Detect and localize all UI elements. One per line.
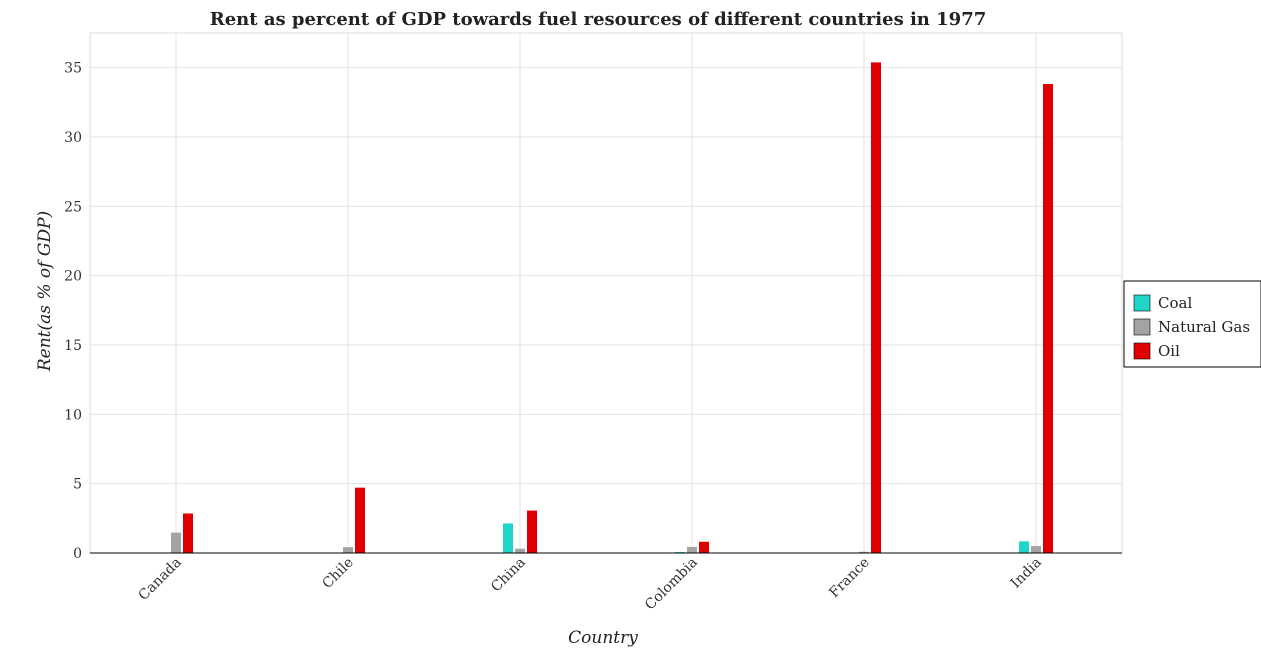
bar-oil-china xyxy=(527,510,537,553)
y-tick-label: 5 xyxy=(73,477,82,493)
x-tick-label: India xyxy=(1008,555,1045,592)
y-tick-label: 35 xyxy=(64,61,82,77)
bar-natural-gas-france xyxy=(859,551,869,553)
bar-oil-france xyxy=(871,62,881,553)
y-tick-label: 30 xyxy=(64,130,82,146)
bar-coal-india xyxy=(1019,541,1029,553)
plot-area xyxy=(89,32,1123,554)
y-tick-label: 25 xyxy=(64,199,82,215)
legend-swatch-oil xyxy=(1133,342,1151,360)
bar-oil-canada xyxy=(183,513,193,553)
y-tick-label: 15 xyxy=(64,338,82,354)
y-tick-label: 0 xyxy=(73,546,82,562)
y-axis-ticks: 0 5 10 15 20 25 30 35 xyxy=(64,61,82,562)
bar-natural-gas-colombia xyxy=(687,546,697,553)
y-tick-label: 10 xyxy=(64,407,82,423)
legend-label: Coal xyxy=(1158,294,1192,312)
legend-swatch-coal xyxy=(1133,294,1151,312)
x-tick-label: China xyxy=(488,555,529,596)
y-axis-title: Rent(as % of GDP) xyxy=(35,211,55,372)
bar-natural-gas-india xyxy=(1031,546,1041,553)
x-tick-label: Colombia xyxy=(642,555,701,614)
x-tick-label: Chile xyxy=(319,555,356,592)
bar-coal-china xyxy=(503,523,513,553)
bar-natural-gas-canada xyxy=(171,532,181,553)
bar-natural-gas-chile xyxy=(343,547,353,553)
bar-oil-chile xyxy=(355,487,365,553)
legend-label: Natural Gas xyxy=(1158,318,1250,336)
x-axis-title: Country xyxy=(568,628,638,648)
legend: Coal Natural Gas Oil xyxy=(1123,280,1261,368)
plot-frame xyxy=(89,32,1123,554)
legend-label: Oil xyxy=(1158,342,1180,360)
bar-natural-gas-china xyxy=(515,548,525,553)
bar-oil-colombia xyxy=(699,541,709,553)
bar-oil-india xyxy=(1043,84,1053,554)
y-tick-label: 20 xyxy=(64,269,82,285)
x-tick-label: France xyxy=(826,555,873,602)
legend-swatch-natural-gas xyxy=(1133,318,1151,336)
x-tick-label: Canada xyxy=(136,555,185,604)
x-axis-ticks: Canada Chile China Colombia France India xyxy=(136,555,1045,614)
chart-title: Rent as percent of GDP towards fuel reso… xyxy=(210,9,987,30)
